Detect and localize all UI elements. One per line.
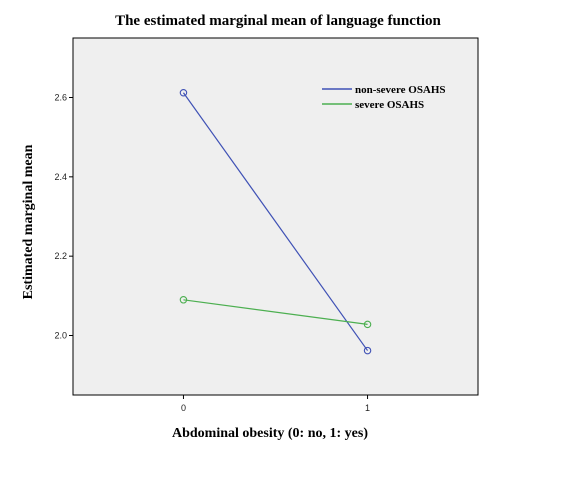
data-point	[363, 320, 372, 329]
series-line-2	[183, 299, 368, 325]
y-axis-label: Estimated marginal mean	[21, 144, 36, 299]
legend-label: non-severe OSAHS	[355, 84, 446, 96]
legend-label: severe OSAHS	[355, 99, 424, 111]
legend: non-severe OSAHS severe OSAHS	[322, 84, 446, 111]
chart-title: The estimated marginal mean of language …	[115, 13, 441, 29]
y-tick-label: 2.0	[54, 331, 67, 341]
series-layer	[179, 88, 372, 355]
y-axis-ticks: 2.0 2.2 2.4 2.6	[54, 93, 73, 341]
y-tick-label: 2.6	[54, 93, 67, 103]
data-point	[363, 346, 372, 355]
x-tick-label: 1	[365, 403, 370, 413]
data-point	[179, 296, 188, 304]
series-line-1	[182, 92, 369, 351]
data-point	[179, 88, 188, 97]
y-tick-label: 2.2	[54, 251, 67, 261]
x-axis-label: Abdominal obesity (0: no, 1: yes)	[172, 426, 368, 441]
x-tick-label: 0	[181, 403, 186, 413]
y-tick-label: 2.4	[54, 172, 67, 182]
plot-area	[72, 37, 479, 396]
